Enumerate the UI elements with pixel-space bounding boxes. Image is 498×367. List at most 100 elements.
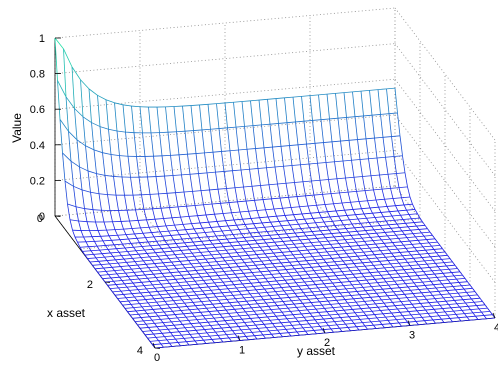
mesh-line — [391, 323, 400, 324]
mesh-line — [380, 321, 383, 324]
mesh-line — [217, 285, 226, 286]
mesh-line — [189, 344, 198, 345]
mesh-line — [270, 295, 279, 296]
mesh-line — [132, 293, 141, 294]
mesh-line — [196, 153, 205, 154]
mesh-line — [342, 203, 345, 210]
mesh-line — [58, 80, 61, 119]
mesh-line — [359, 329, 368, 330]
mesh-line — [170, 283, 179, 284]
mesh-line — [288, 220, 297, 221]
mesh-line — [230, 267, 239, 268]
mesh-line — [289, 297, 292, 300]
mesh-line — [300, 207, 303, 214]
mesh-line — [354, 323, 363, 324]
mesh-line — [209, 221, 218, 222]
mesh-line — [272, 238, 281, 239]
mesh-line — [316, 284, 325, 285]
mesh-line — [272, 239, 275, 242]
mesh-line — [387, 206, 390, 211]
mesh-line — [253, 236, 262, 237]
mesh-line — [350, 246, 359, 247]
mesh-line — [444, 297, 453, 298]
mesh-line — [396, 234, 405, 235]
mesh-line — [380, 261, 383, 264]
mesh-line — [253, 321, 262, 322]
mesh-line — [188, 295, 197, 296]
mesh-line — [323, 269, 332, 270]
mesh-line — [326, 238, 329, 241]
mesh-line — [158, 316, 161, 319]
mesh-line — [456, 314, 465, 315]
mesh-line — [338, 289, 347, 290]
mesh-line — [122, 256, 125, 259]
mesh-line — [276, 230, 285, 231]
mesh-line — [349, 231, 358, 232]
mesh-line — [202, 326, 211, 327]
mesh-line — [240, 281, 243, 284]
mesh-line — [290, 322, 293, 325]
mesh-line — [283, 277, 286, 280]
mesh-line — [309, 163, 318, 164]
mesh-line — [219, 129, 222, 152]
mesh-line — [357, 326, 366, 327]
mesh-line — [86, 146, 89, 171]
mesh-line — [327, 311, 336, 312]
mesh-line — [246, 277, 249, 280]
mesh-line — [275, 326, 284, 327]
mesh-line — [401, 277, 404, 280]
mesh-line — [410, 300, 419, 301]
mesh-line — [130, 220, 139, 221]
mesh-line — [178, 342, 187, 343]
mesh-line — [223, 282, 226, 285]
mesh-line — [139, 314, 142, 317]
mesh-line — [148, 177, 151, 194]
mesh-line — [158, 255, 167, 256]
mesh-line — [164, 219, 167, 226]
mesh-line — [158, 226, 167, 227]
mesh-line — [222, 151, 231, 152]
mesh-line — [359, 245, 368, 246]
mesh-line — [291, 311, 294, 314]
mesh-line — [202, 266, 211, 267]
mesh-line — [420, 313, 429, 314]
mesh-line — [215, 308, 218, 311]
mesh-line — [394, 257, 397, 260]
mesh-line — [162, 273, 165, 276]
mesh-line — [108, 285, 111, 288]
mesh-line — [279, 259, 288, 260]
mesh-line — [368, 200, 377, 201]
z-tick-label: 0.2 — [30, 175, 45, 187]
mesh-line — [245, 224, 248, 228]
mesh-line — [368, 329, 377, 330]
mesh-line — [182, 300, 185, 303]
mesh-line — [171, 235, 180, 236]
mesh-line — [204, 339, 213, 340]
mesh-line — [283, 276, 292, 277]
mesh-line — [154, 298, 163, 299]
mesh-line — [370, 307, 379, 308]
mesh-line — [329, 229, 338, 230]
mesh-line — [88, 258, 97, 259]
mesh-line — [247, 325, 256, 326]
mesh-line — [248, 255, 257, 256]
mesh-line — [209, 222, 212, 227]
mesh-line — [317, 274, 320, 277]
mesh-line — [472, 298, 481, 299]
mesh-line — [160, 330, 163, 333]
mesh-line — [256, 149, 259, 169]
mesh-line — [143, 233, 146, 237]
mesh-line — [377, 158, 380, 175]
mesh-line — [195, 281, 198, 284]
mesh-line — [349, 140, 358, 141]
mesh-line — [235, 309, 244, 310]
mesh-line — [366, 290, 375, 291]
mesh-line — [348, 243, 351, 246]
mesh-line — [137, 156, 140, 177]
mesh-line — [390, 299, 393, 302]
mesh-line — [238, 201, 247, 202]
mesh-line — [410, 266, 413, 269]
mesh-line — [174, 107, 177, 132]
mesh-line — [353, 209, 362, 210]
mesh-line — [245, 323, 248, 326]
